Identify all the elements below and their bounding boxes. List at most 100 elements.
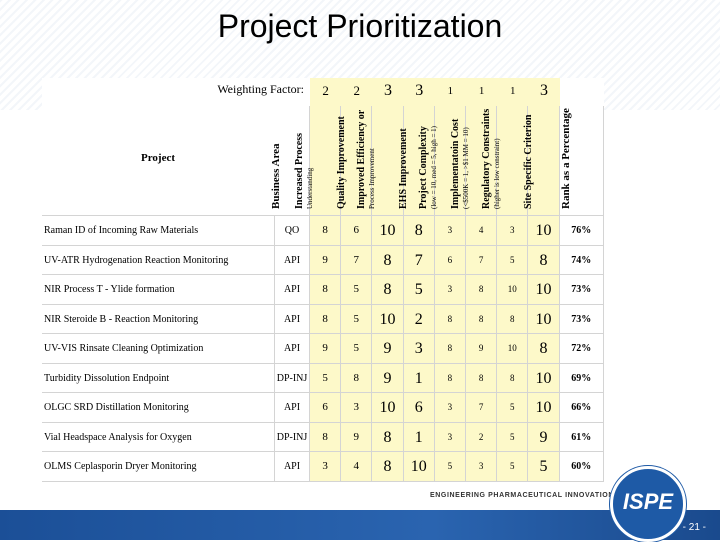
- rank-percentage: 76%: [559, 216, 604, 246]
- score-cell: 10: [372, 393, 404, 423]
- score-cell: 8: [466, 363, 498, 393]
- row-project-name: NIR Steroide B - Reaction Monitoring: [42, 305, 274, 334]
- score-cell: 3: [403, 334, 435, 364]
- score-cell: 6: [341, 216, 373, 246]
- criterion-header: Quality Improvement: [336, 106, 373, 216]
- score-cell: 5: [341, 304, 373, 334]
- row-business-area: API: [274, 334, 310, 364]
- score-cell: 3: [434, 393, 466, 423]
- criterion-header-label: Improved Efficiency or: [355, 109, 367, 209]
- score-cell: 4: [466, 216, 498, 246]
- criterion-header-label: Quality Improvement: [335, 116, 347, 209]
- criterion-header-label: Site Specific Criterion: [522, 114, 534, 209]
- score-cell: 7: [466, 245, 498, 275]
- row-business-area: API: [274, 275, 310, 305]
- score-cell: 9: [341, 422, 373, 452]
- weight-cell: 1: [466, 78, 498, 106]
- score-cell: 7: [466, 393, 498, 423]
- criterion-header-sublabel: Process Improvement: [367, 148, 376, 209]
- score-cell: 8: [434, 363, 466, 393]
- score-cell: 8: [372, 245, 404, 275]
- criterion-header: Improved Efficiency or Process Improvemen…: [356, 106, 404, 216]
- row-project-name: NIR Process T - Ylide formation: [42, 275, 274, 305]
- weight-cell: 3: [372, 78, 404, 106]
- rank-percentage: 66%: [559, 393, 604, 423]
- row-business-area: QO: [274, 216, 310, 246]
- weighting-factor-label: Weighting Factor:: [217, 82, 304, 96]
- row-business-area: DP-INJ: [274, 363, 310, 393]
- rank-percentage: 73%: [559, 275, 604, 305]
- rank-percentage: 69%: [559, 363, 604, 393]
- score-cell: 8: [434, 334, 466, 364]
- criterion-header: Regulatory Constraints (higher is low con…: [481, 106, 529, 216]
- score-cell: 3: [341, 393, 373, 423]
- project-header: Project: [42, 106, 274, 216]
- score-cell: 1: [403, 363, 435, 393]
- criterion-header-sublabel: (higher is low constraint): [492, 138, 501, 209]
- row-project-name: UV-VIS Rinsate Cleaning Optimization: [42, 334, 274, 364]
- score-cell: 5: [497, 452, 529, 482]
- row-business-area: DP-INJ: [274, 422, 310, 452]
- criterion-header-label: Increased Process: [293, 132, 305, 209]
- criterion-header-label: Implementatoin Cost: [449, 118, 461, 209]
- score-cell: 10: [528, 363, 560, 393]
- row-project-name: OLGC SRD Distillation Monitoring: [42, 393, 274, 423]
- score-cell: 7: [341, 245, 373, 275]
- row-business-area: API: [274, 393, 310, 423]
- row-project-name: OLMS Ceplasporin Dryer Monitoring: [42, 452, 274, 482]
- row-project-name: Vial Headspace Analysis for Oxygen: [42, 423, 274, 452]
- row-business-area: API: [274, 304, 310, 334]
- score-cell: 10: [497, 334, 529, 364]
- score-cell: 9: [372, 363, 404, 393]
- footer-tagline: ENGINEERING PHARMACEUTICAL INNOVATION: [430, 492, 614, 499]
- criterion-header: Site Specific Criterion: [523, 106, 560, 216]
- score-cell: 8: [310, 422, 342, 452]
- rank-percentage: 73%: [559, 304, 604, 334]
- score-cell: 6: [310, 393, 342, 423]
- score-cell: 8: [341, 363, 373, 393]
- criterion-header-sublabel: (<$500K = 1, >$1 MM = 10): [461, 127, 470, 209]
- criterion-header-sublabel: Understanding: [305, 167, 314, 209]
- score-cell: 10: [528, 393, 560, 423]
- score-cell: 7: [403, 245, 435, 275]
- score-cell: 3: [310, 452, 342, 482]
- score-cell: 8: [372, 275, 404, 305]
- row-project-name: UV-ATR Hydrogenation Reaction Monitoring: [42, 246, 274, 275]
- score-cell: 2: [403, 304, 435, 334]
- rank-header: Rank as a Percentage: [559, 106, 604, 216]
- score-cell: 8: [466, 304, 498, 334]
- score-cell: 1: [403, 422, 435, 452]
- score-cell: 8: [372, 452, 404, 482]
- score-cell: 9: [466, 334, 498, 364]
- score-cell: 10: [528, 304, 560, 334]
- rank-percentage: 72%: [559, 334, 604, 364]
- score-cell: 8: [528, 334, 560, 364]
- score-cell: 9: [372, 334, 404, 364]
- page-number: - 21 -: [682, 522, 706, 533]
- criterion-header: EHS Improvement: [398, 106, 435, 216]
- score-cell: 3: [466, 452, 498, 482]
- business-area-header: Business Area: [270, 106, 310, 216]
- criterion-header: Implementatoin Cost (<$500K = 1, >$1 MM =…: [450, 106, 498, 216]
- score-cell: 8: [497, 363, 529, 393]
- score-cell: 5: [310, 363, 342, 393]
- score-cell: 3: [497, 216, 529, 246]
- rank-percentage: 61%: [559, 422, 604, 452]
- page-title: Project Prioritization: [217, 8, 503, 44]
- ispe-logo: ISPE: [610, 466, 686, 542]
- rank-header-label: Rank as a Percentage: [559, 108, 572, 209]
- score-cell: 5: [434, 452, 466, 482]
- score-cell: 3: [434, 422, 466, 452]
- score-cell: 8: [403, 216, 435, 246]
- score-cell: 4: [341, 452, 373, 482]
- score-cell: 10: [528, 275, 560, 305]
- score-cell: 8: [310, 304, 342, 334]
- score-cell: 6: [403, 393, 435, 423]
- score-cell: 5: [497, 422, 529, 452]
- business-area-header-label: Business Area: [270, 143, 282, 209]
- score-cell: 8: [310, 216, 342, 246]
- score-cell: 5: [497, 393, 529, 423]
- score-cell: 5: [497, 245, 529, 275]
- rank-percentage: 60%: [559, 452, 604, 482]
